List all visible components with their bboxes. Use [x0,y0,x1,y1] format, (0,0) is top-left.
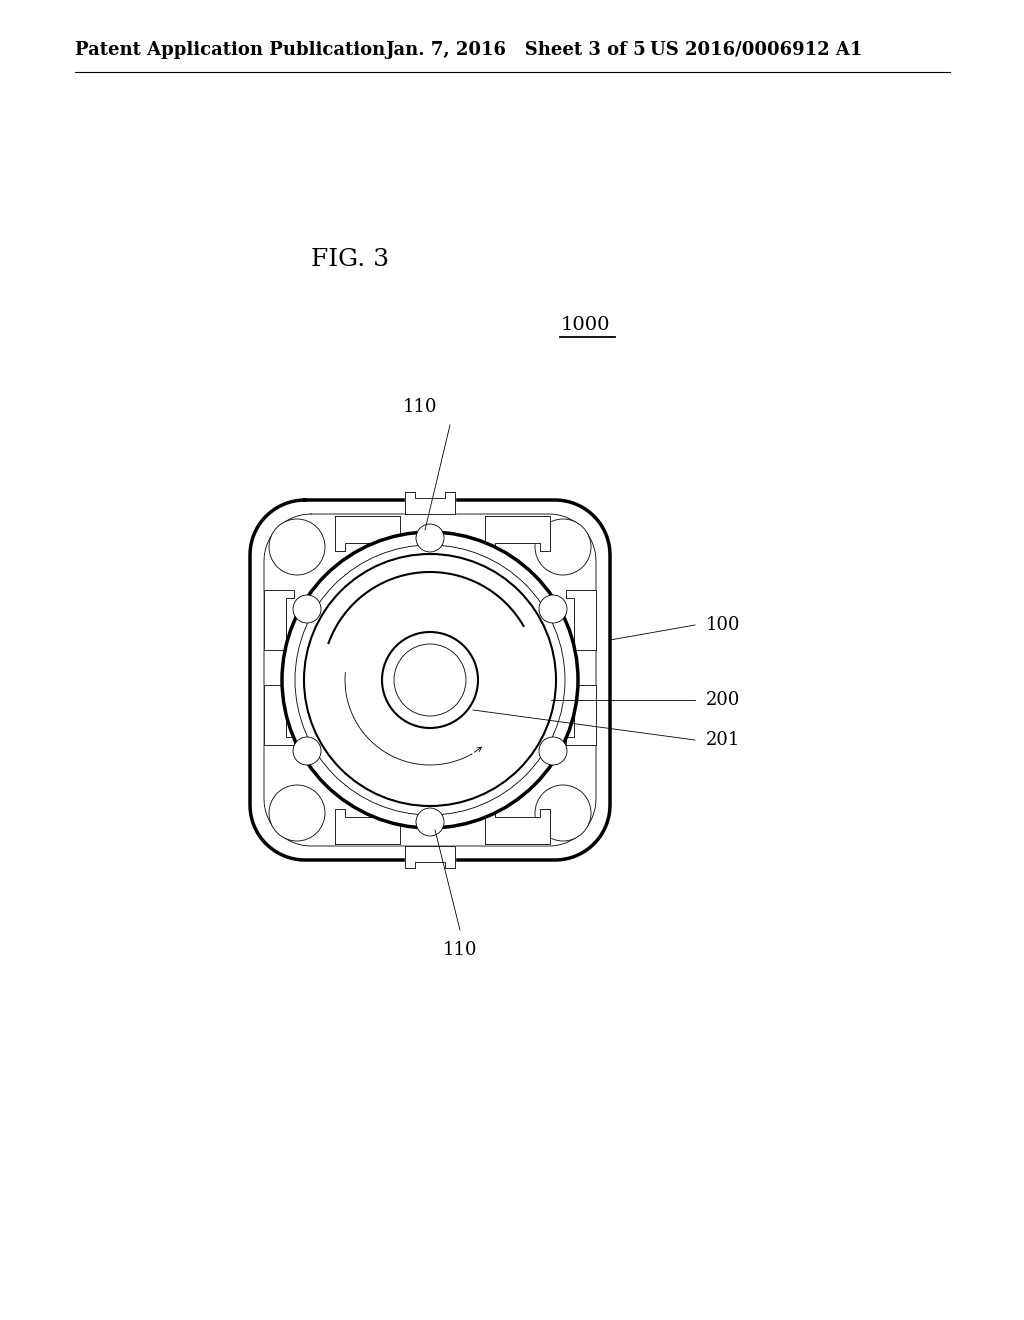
Polygon shape [264,513,596,846]
Text: 100: 100 [706,616,740,634]
Circle shape [416,808,444,836]
Circle shape [539,737,567,766]
Text: Jan. 7, 2016   Sheet 3 of 5: Jan. 7, 2016 Sheet 3 of 5 [385,41,646,59]
Circle shape [539,595,567,623]
Circle shape [416,524,444,552]
Circle shape [269,785,325,841]
Polygon shape [485,516,550,550]
Text: 110: 110 [442,941,477,960]
Circle shape [535,785,591,841]
Polygon shape [566,590,596,649]
Text: 201: 201 [706,731,740,748]
Polygon shape [406,492,455,513]
Text: 110: 110 [402,399,437,416]
Text: 200: 200 [706,690,740,709]
Circle shape [269,519,325,576]
Polygon shape [566,685,596,744]
Polygon shape [485,809,550,843]
Text: US 2016/0006912 A1: US 2016/0006912 A1 [650,41,862,59]
Circle shape [382,632,478,729]
Circle shape [535,519,591,576]
Circle shape [282,532,578,828]
Text: 1000: 1000 [560,315,609,334]
Text: FIG. 3: FIG. 3 [311,248,389,272]
Circle shape [293,595,322,623]
Circle shape [293,737,322,766]
Text: Patent Application Publication: Patent Application Publication [75,41,385,59]
Polygon shape [264,590,294,649]
Circle shape [295,545,565,814]
Polygon shape [335,516,400,550]
Circle shape [394,644,466,715]
Polygon shape [335,809,400,843]
Polygon shape [250,500,610,861]
Polygon shape [264,685,294,744]
Circle shape [304,554,556,807]
Polygon shape [406,846,455,869]
